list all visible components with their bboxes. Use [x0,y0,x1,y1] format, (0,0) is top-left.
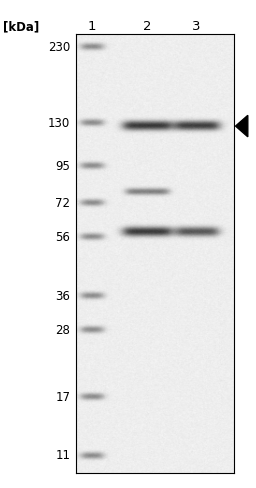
Text: 2: 2 [143,20,151,33]
Text: 95: 95 [56,160,70,173]
Text: 3: 3 [192,20,200,33]
Text: 130: 130 [48,118,70,130]
Text: 56: 56 [56,231,70,244]
Text: 36: 36 [56,290,70,303]
Text: [kDa]: [kDa] [3,20,39,33]
Text: 28: 28 [56,324,70,337]
Text: 11: 11 [55,449,70,462]
Text: 230: 230 [48,41,70,54]
Text: 1: 1 [87,20,96,33]
Text: 72: 72 [55,197,70,210]
Text: 17: 17 [55,391,70,404]
